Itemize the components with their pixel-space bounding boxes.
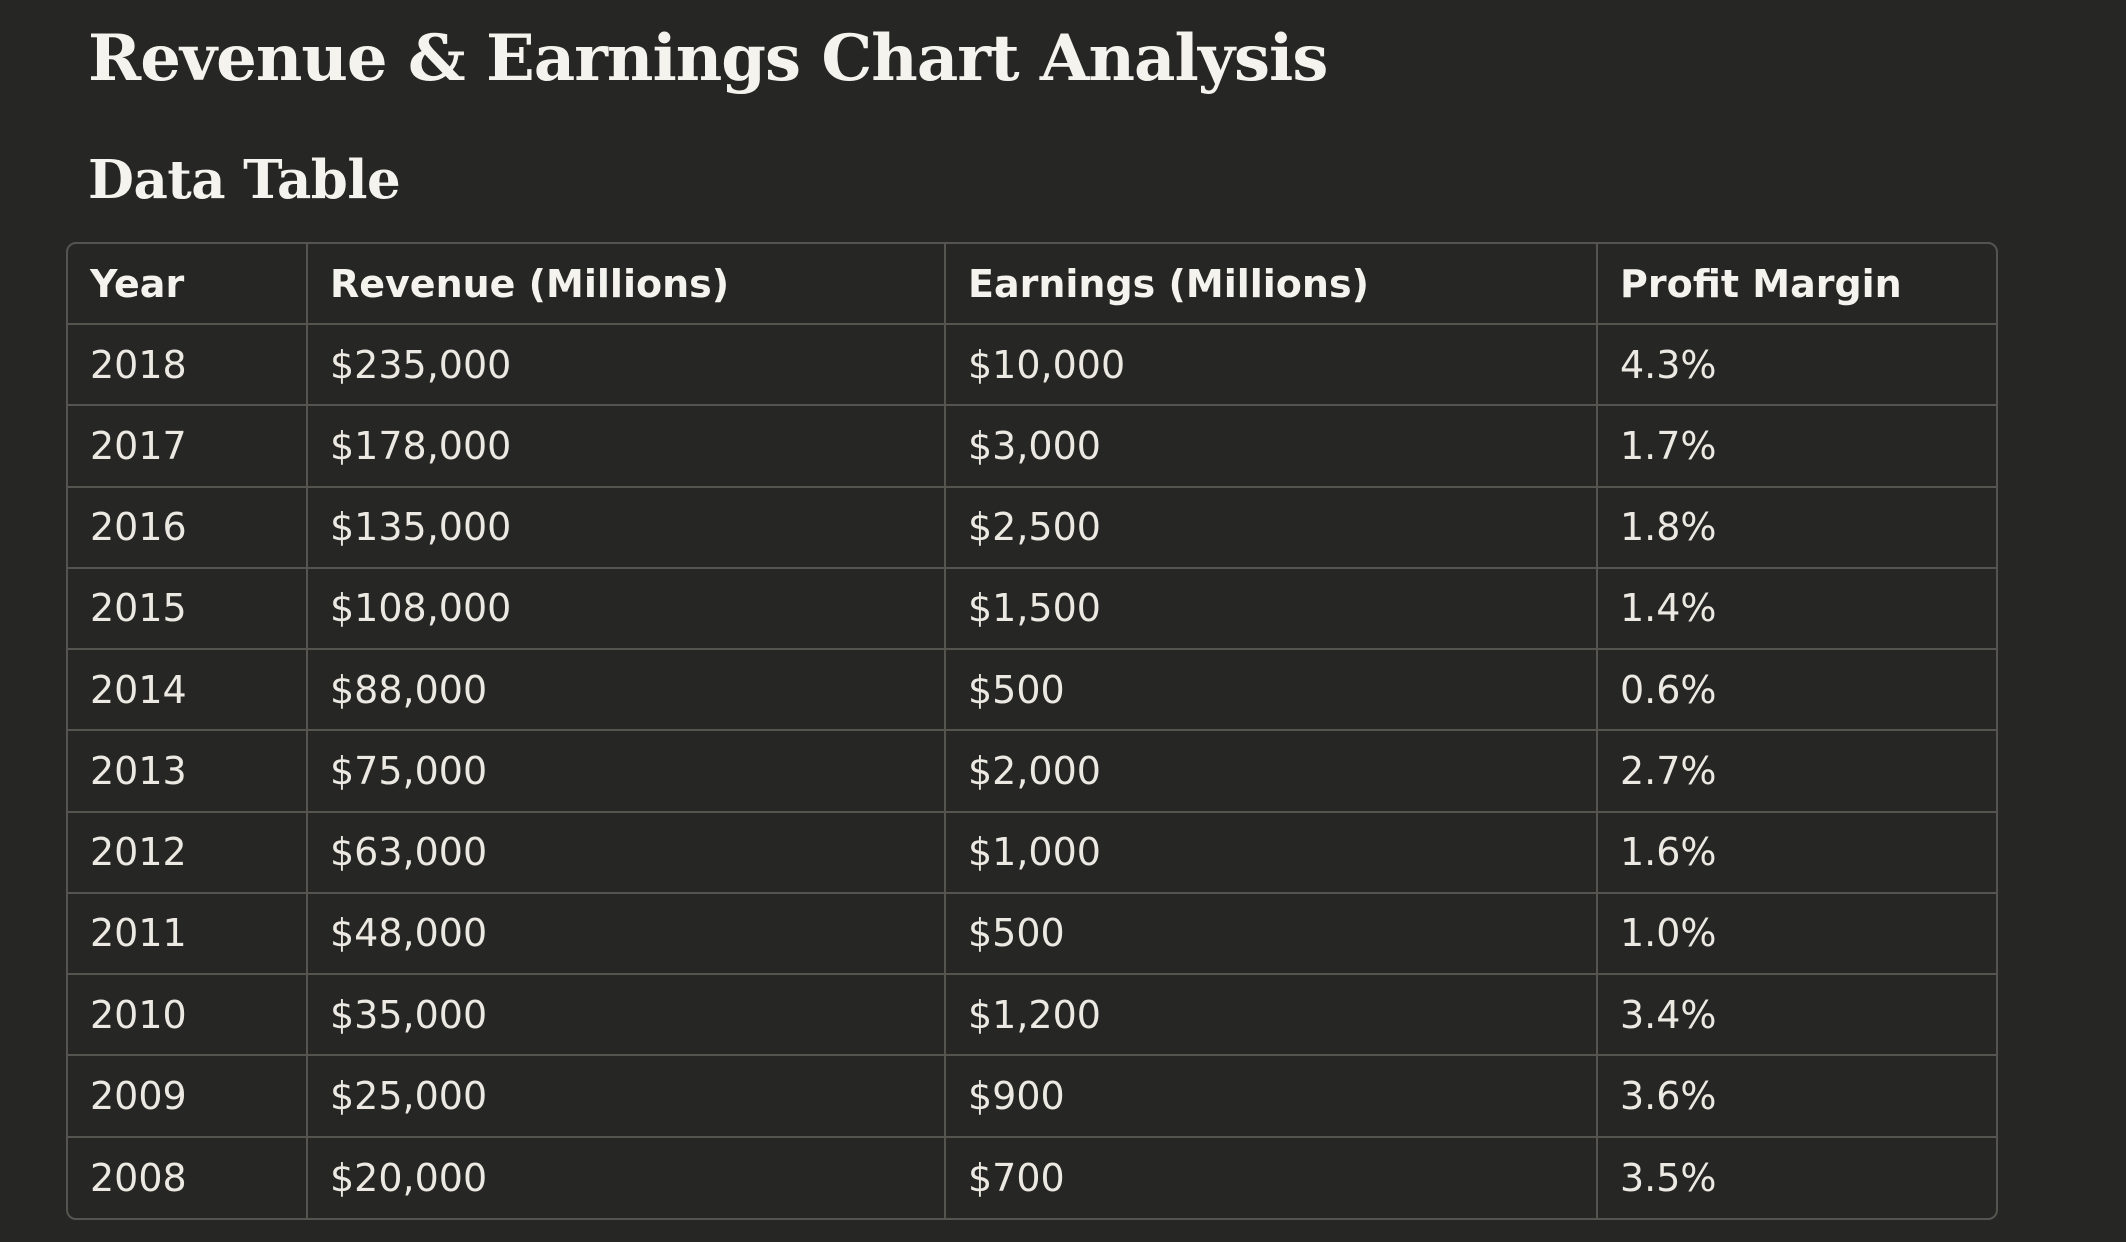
table-row: 2014 $88,000 $500 0.6%	[68, 649, 1996, 732]
cell-revenue: $20,000	[307, 1136, 946, 1218]
cell-revenue: $25,000	[307, 1055, 946, 1138]
table-row: 2011 $48,000 $500 1.0%	[68, 892, 1996, 976]
cell-year: 2010	[68, 974, 308, 1057]
cell-year: 2012	[68, 811, 308, 894]
cell-profit-margin: 4.3%	[1597, 324, 1996, 407]
table-row: 2015 $108,000 $1,500 1.4%	[68, 567, 1996, 651]
cell-year: 2018	[68, 324, 308, 407]
table-row: 2013 $75,000 $2,000 2.7%	[68, 730, 1996, 813]
cell-revenue: $178,000	[307, 405, 946, 488]
cell-earnings: $1,200	[945, 974, 1598, 1057]
header-year: Year	[68, 244, 308, 325]
section-title: Data Table	[88, 149, 401, 211]
cell-year: 2011	[68, 892, 308, 976]
cell-profit-margin: 3.4%	[1597, 974, 1996, 1057]
cell-profit-margin: 1.6%	[1597, 811, 1996, 894]
cell-earnings: $1,000	[945, 811, 1598, 894]
cell-earnings: $900	[945, 1055, 1598, 1138]
cell-revenue: $35,000	[307, 974, 946, 1057]
cell-year: 2014	[68, 649, 308, 732]
cell-profit-margin: 1.8%	[1597, 486, 1996, 569]
cell-earnings: $2,500	[945, 486, 1598, 569]
cell-revenue: $63,000	[307, 811, 946, 894]
cell-year: 2009	[68, 1055, 308, 1138]
cell-earnings: $500	[945, 892, 1598, 976]
cell-profit-margin: 1.0%	[1597, 892, 1996, 976]
data-table: Year Revenue (Millions) Earnings (Millio…	[68, 244, 1996, 1218]
cell-year: 2016	[68, 486, 308, 569]
page-title: Revenue & Earnings Chart Analysis	[88, 21, 1328, 96]
cell-revenue: $108,000	[307, 567, 946, 651]
data-table-container: Year Revenue (Millions) Earnings (Millio…	[66, 242, 1998, 1220]
cell-revenue: $48,000	[307, 892, 946, 976]
cell-profit-margin: 2.7%	[1597, 730, 1996, 813]
cell-revenue: $88,000	[307, 649, 946, 732]
cell-profit-margin: 1.4%	[1597, 567, 1996, 651]
cell-profit-margin: 1.7%	[1597, 405, 1996, 488]
cell-profit-margin: 3.6%	[1597, 1055, 1996, 1138]
header-profit-margin: Profit Margin	[1597, 244, 1996, 325]
cell-revenue: $235,000	[307, 324, 946, 407]
table-row: 2018 $235,000 $10,000 4.3%	[68, 324, 1996, 407]
cell-earnings: $3,000	[945, 405, 1598, 488]
cell-year: 2013	[68, 730, 308, 813]
cell-earnings: $1,500	[945, 567, 1598, 651]
cell-earnings: $2,000	[945, 730, 1598, 813]
header-revenue: Revenue (Millions)	[307, 244, 946, 325]
header-earnings: Earnings (Millions)	[945, 244, 1598, 325]
table-row: 2009 $25,000 $900 3.6%	[68, 1055, 1996, 1138]
cell-revenue: $135,000	[307, 486, 946, 569]
cell-year: 2008	[68, 1136, 308, 1218]
cell-earnings: $500	[945, 649, 1598, 732]
table-row: 2010 $35,000 $1,200 3.4%	[68, 974, 1996, 1057]
cell-revenue: $75,000	[307, 730, 946, 813]
cell-earnings: $10,000	[945, 324, 1598, 407]
table-row: 2016 $135,000 $2,500 1.8%	[68, 486, 1996, 569]
table-body: 2018 $235,000 $10,000 4.3% 2017 $178,000 $3,00…	[68, 324, 1996, 1218]
table-row: 2017 $178,000 $3,000 1.7%	[68, 405, 1996, 488]
cell-profit-margin: 0.6%	[1597, 649, 1996, 732]
cell-profit-margin: 3.5%	[1620, 1155, 1717, 1200]
table-row: 2008 $20,000 $700 3.5%	[68, 1136, 1996, 1218]
table-row: 2012 $63,000 $1,000 1.6%	[68, 811, 1996, 894]
cell-year: 2017	[68, 405, 308, 488]
cell-year: 2015	[68, 567, 308, 651]
table-header-row: Year Revenue (Millions) Earnings (Millio…	[68, 244, 1996, 325]
cell-earnings: $700	[945, 1136, 1598, 1218]
